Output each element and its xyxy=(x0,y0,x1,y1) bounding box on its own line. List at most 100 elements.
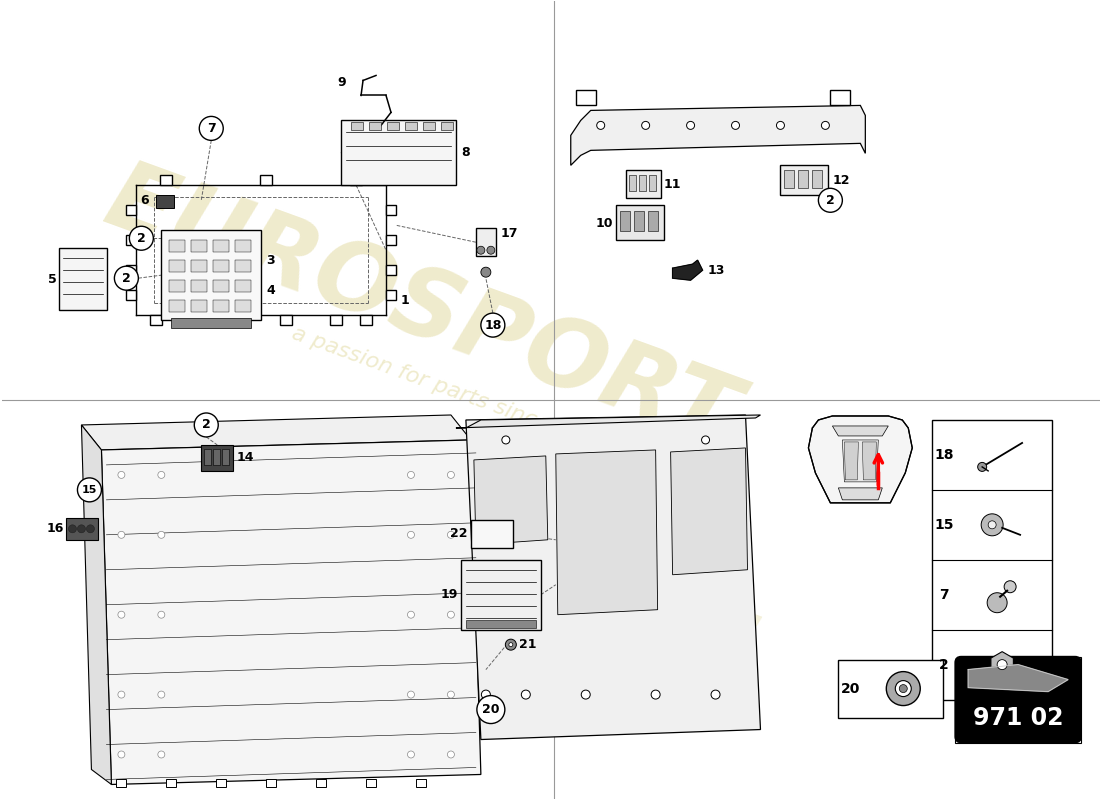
Text: 2: 2 xyxy=(939,658,949,672)
Bar xyxy=(180,315,192,325)
Bar xyxy=(387,122,399,130)
Text: 2: 2 xyxy=(122,272,131,285)
Circle shape xyxy=(157,531,165,538)
Bar xyxy=(205,449,211,465)
Bar xyxy=(386,206,396,215)
Text: 2: 2 xyxy=(826,194,835,206)
Bar xyxy=(619,211,629,231)
Circle shape xyxy=(157,751,165,758)
Polygon shape xyxy=(101,440,481,785)
Circle shape xyxy=(77,478,101,502)
Polygon shape xyxy=(466,415,760,739)
Bar xyxy=(386,235,396,246)
Circle shape xyxy=(477,246,485,254)
Bar xyxy=(217,779,227,787)
Circle shape xyxy=(118,531,125,538)
Text: EUROSPORT: EUROSPORT xyxy=(94,153,749,467)
Bar xyxy=(126,265,136,275)
Polygon shape xyxy=(968,665,1068,691)
Circle shape xyxy=(641,122,650,130)
Bar xyxy=(799,170,808,188)
Polygon shape xyxy=(455,415,760,428)
Bar xyxy=(616,206,663,240)
Circle shape xyxy=(448,611,454,618)
Bar xyxy=(66,518,98,540)
Bar xyxy=(784,170,794,188)
Bar xyxy=(280,315,293,325)
Text: 7: 7 xyxy=(207,122,216,135)
Bar xyxy=(461,560,541,630)
Bar xyxy=(172,318,251,328)
Bar xyxy=(213,280,229,292)
Bar xyxy=(471,520,513,548)
Bar xyxy=(649,175,656,191)
Bar xyxy=(830,90,850,106)
Polygon shape xyxy=(808,416,912,503)
Circle shape xyxy=(521,690,530,699)
Bar xyxy=(151,315,163,325)
Bar xyxy=(213,300,229,312)
Bar xyxy=(634,211,643,231)
Bar xyxy=(126,206,136,215)
Bar xyxy=(350,175,362,186)
Bar xyxy=(222,449,229,465)
Circle shape xyxy=(448,531,454,538)
Bar xyxy=(405,122,417,130)
Bar xyxy=(575,90,596,106)
Circle shape xyxy=(900,685,908,693)
Bar xyxy=(191,280,207,292)
Bar xyxy=(235,300,251,312)
Bar xyxy=(166,779,176,787)
Bar xyxy=(201,445,233,471)
Bar xyxy=(126,290,136,300)
Circle shape xyxy=(195,413,218,437)
Bar xyxy=(629,175,636,191)
Bar xyxy=(235,240,251,252)
Bar xyxy=(386,290,396,300)
Circle shape xyxy=(448,471,454,478)
Bar xyxy=(476,228,496,256)
Text: 20: 20 xyxy=(840,682,860,695)
Circle shape xyxy=(987,593,1008,613)
Bar xyxy=(366,779,376,787)
Circle shape xyxy=(481,267,491,277)
Text: 19: 19 xyxy=(440,588,458,602)
Bar xyxy=(169,240,185,252)
Polygon shape xyxy=(672,260,703,280)
Circle shape xyxy=(481,313,505,337)
Circle shape xyxy=(581,690,591,699)
Circle shape xyxy=(777,122,784,130)
Circle shape xyxy=(77,525,86,533)
Circle shape xyxy=(651,690,660,699)
Text: 10: 10 xyxy=(595,217,613,230)
Bar xyxy=(955,657,1081,742)
Bar xyxy=(813,170,823,188)
Circle shape xyxy=(448,691,454,698)
Bar xyxy=(161,175,173,186)
Polygon shape xyxy=(474,456,548,545)
Text: 18: 18 xyxy=(935,448,954,462)
Circle shape xyxy=(482,690,491,699)
Circle shape xyxy=(502,436,509,444)
Text: 12: 12 xyxy=(833,174,850,187)
Bar xyxy=(466,620,536,628)
Bar xyxy=(316,779,326,787)
Circle shape xyxy=(157,691,165,698)
Circle shape xyxy=(118,471,125,478)
Circle shape xyxy=(477,695,505,723)
Text: 14: 14 xyxy=(236,451,254,465)
Circle shape xyxy=(487,246,495,254)
Bar xyxy=(169,260,185,272)
Circle shape xyxy=(997,660,1008,670)
Circle shape xyxy=(448,751,454,758)
Bar xyxy=(191,240,207,252)
Text: 6: 6 xyxy=(141,194,150,206)
Circle shape xyxy=(711,690,720,699)
Circle shape xyxy=(407,611,415,618)
Bar xyxy=(126,235,136,246)
Bar xyxy=(932,420,1052,699)
Circle shape xyxy=(407,471,415,478)
Text: 3: 3 xyxy=(266,254,275,266)
Circle shape xyxy=(87,525,95,533)
Circle shape xyxy=(505,639,516,650)
